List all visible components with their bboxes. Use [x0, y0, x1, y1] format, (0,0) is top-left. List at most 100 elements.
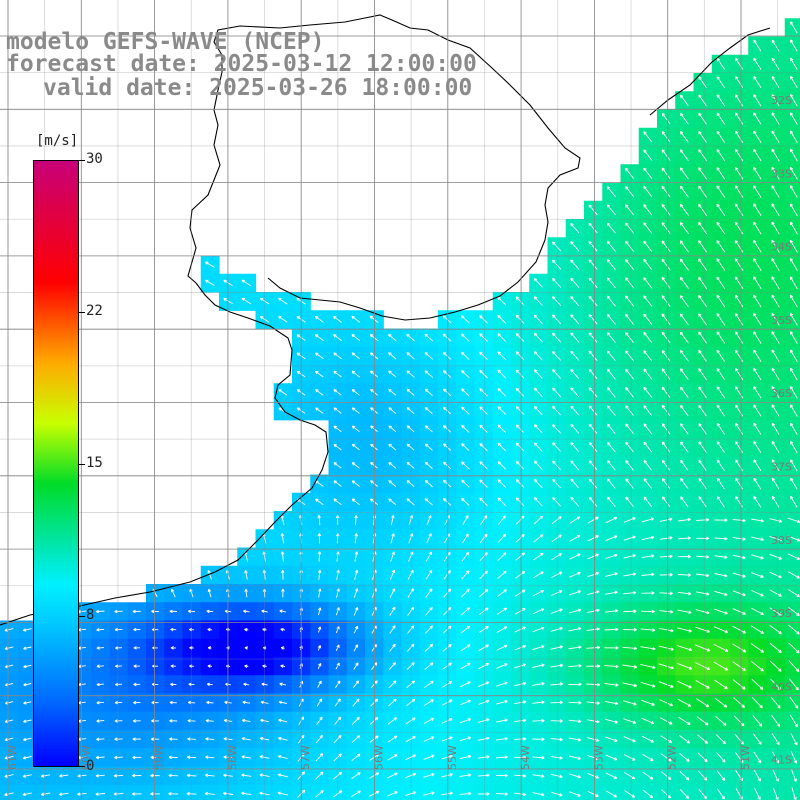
wind-arrow [753, 148, 762, 162]
wind-arrow [205, 755, 215, 759]
colorbar-tick-label: 30 [86, 151, 103, 167]
wind-arrow [716, 459, 725, 472]
wind-arrow [716, 496, 725, 508]
wind-speed-cell [91, 784, 111, 800]
wind-arrow [771, 733, 780, 746]
wind-arrow [532, 792, 545, 797]
wind-arrow [568, 608, 582, 614]
wind-arrow [789, 185, 798, 198]
wind-arrow [333, 790, 343, 798]
wind-arrow [150, 792, 160, 796]
latitude-label: 37S [771, 461, 792, 474]
wind-speed-cell [784, 657, 800, 676]
wind-arrow [442, 644, 452, 652]
wind-speed-cell [73, 784, 92, 800]
wind-arrow [714, 573, 728, 578]
wind-arrow [424, 479, 433, 488]
wind-arrow [716, 76, 725, 88]
wind-arrow [606, 313, 616, 325]
wind-arrow [714, 555, 728, 559]
wind-arrow [351, 753, 361, 762]
wind-arrow [281, 588, 285, 598]
wind-arrow [679, 149, 689, 161]
wind-arrow [389, 606, 396, 616]
wind-arrow [732, 554, 746, 560]
wind-arrow [477, 773, 490, 778]
wind-arrow [533, 296, 543, 306]
wind-arrow [570, 314, 580, 325]
wind-arrow [388, 443, 397, 451]
wind-arrow [425, 588, 433, 598]
wind-arrow [188, 627, 195, 632]
wind-arrow [789, 130, 798, 144]
wind-arrow [734, 368, 744, 381]
wind-arrow [461, 497, 470, 506]
longitude-label: 56W [373, 745, 386, 770]
wind-arrow [315, 753, 324, 762]
wind-arrow [698, 185, 707, 198]
wind-arrow [424, 425, 433, 433]
wind-arrow [789, 112, 798, 125]
wind-arrow [315, 734, 323, 744]
wind-arrow [532, 645, 545, 651]
wind-arrow [552, 405, 561, 416]
wind-arrow [569, 791, 581, 797]
wind-arrow [408, 551, 414, 562]
wind-arrow [351, 462, 360, 469]
wind-arrow [660, 753, 672, 762]
wind-arrow [532, 626, 545, 633]
wind-arrow [406, 698, 416, 707]
wind-arrow [607, 496, 616, 507]
wind-arrow [533, 515, 544, 525]
wind-arrow [354, 533, 358, 544]
wind-arrow [734, 130, 744, 143]
wind-arrow [354, 569, 359, 580]
wind-arrow [459, 754, 472, 760]
wind-arrow [698, 276, 708, 289]
wind-arrow [661, 222, 671, 234]
wind-arrow [497, 406, 507, 415]
wind-arrow [550, 645, 564, 650]
wind-arrow [625, 277, 635, 289]
wind-arrow [169, 700, 177, 705]
wind-arrow [407, 625, 415, 634]
wind-arrow [533, 497, 543, 507]
wind-arrow [514, 644, 527, 651]
wind-arrow [115, 664, 122, 668]
wind-arrow [168, 773, 179, 778]
wind-arrow [333, 462, 342, 469]
wind-arrow [640, 628, 656, 632]
wind-arrow [606, 350, 616, 362]
wind-arrow [207, 570, 212, 580]
wind-speed-cell [383, 693, 403, 713]
wind-arrow [207, 664, 213, 668]
wind-arrow [95, 792, 106, 796]
wind-arrow [205, 737, 215, 741]
wind-arrow [679, 770, 690, 781]
wind-arrow [771, 94, 780, 107]
wind-arrow [335, 662, 340, 670]
wind-arrow [753, 276, 762, 290]
wind-arrow [460, 662, 471, 670]
wind-arrow [278, 700, 287, 704]
wind-arrow [789, 258, 798, 272]
wind-arrow [679, 349, 689, 362]
wind-arrow [769, 535, 783, 542]
wind-arrow [570, 405, 580, 416]
wind-arrow [479, 369, 488, 379]
wind-arrow [625, 423, 634, 435]
latitude-label: 32S [771, 94, 792, 107]
wind-arrow [351, 735, 361, 743]
wind-arrow [515, 460, 525, 470]
wind-arrow [734, 386, 744, 399]
wind-arrow [643, 204, 653, 216]
wind-arrow [643, 258, 653, 271]
wind-arrow [716, 331, 726, 344]
colorbar-tick-label: 0 [86, 758, 95, 774]
wind-arrow [695, 626, 711, 633]
wind-arrow [643, 167, 653, 179]
wind-speed-cell [200, 784, 220, 800]
wind-arrow [661, 478, 671, 489]
wind-arrow [461, 406, 470, 415]
wind-arrow [388, 680, 397, 689]
